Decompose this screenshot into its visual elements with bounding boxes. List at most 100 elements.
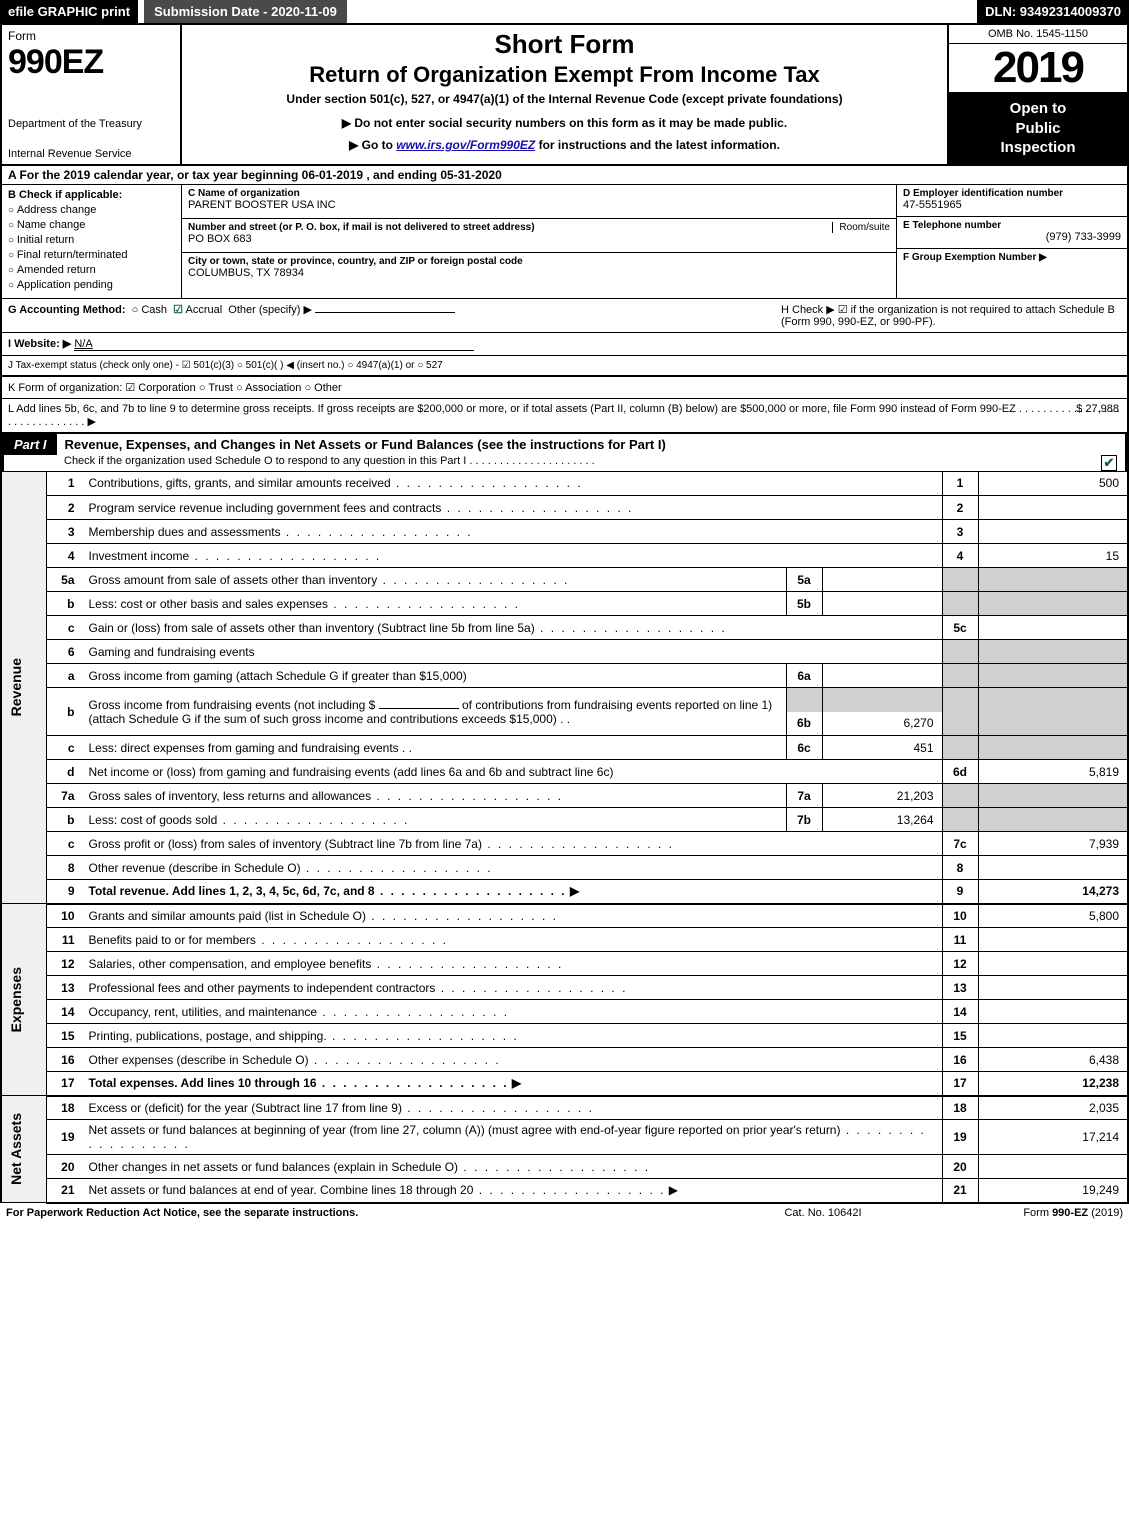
ln-13: 13: [47, 976, 83, 1000]
col-14: 14: [942, 1000, 978, 1024]
desc-16: Other expenses (describe in Schedule O): [83, 1048, 943, 1072]
line-18: Net Assets 18 Excess or (deficit) for th…: [1, 1096, 1128, 1120]
accrual-option[interactable]: Accrual: [185, 304, 222, 316]
desc-7c: Gross profit or (loss) from sales of inv…: [83, 832, 943, 856]
tel-label: E Telephone number: [903, 220, 1121, 231]
amt-5c: [978, 616, 1128, 640]
ln-5c: c: [47, 616, 83, 640]
midval-5a: [822, 568, 942, 592]
row-h: H Check ▶ ☑ if the organization is not r…: [781, 303, 1121, 328]
line-2: 2 Program service revenue including gove…: [1, 496, 1128, 520]
amt-18: 2,035: [978, 1096, 1128, 1120]
org-name-row: C Name of organization PARENT BOOSTER US…: [182, 185, 896, 219]
under-section: Under section 501(c), 527, or 4947(a)(1)…: [286, 92, 842, 106]
desc-6a: Gross income from gaming (attach Schedul…: [83, 664, 787, 688]
col-5c: 5c: [942, 616, 978, 640]
col-4: 4: [942, 544, 978, 568]
row-g-label: G Accounting Method:: [8, 304, 126, 316]
desc-13: Professional fees and other payments to …: [83, 976, 943, 1000]
line-10: Expenses 10 Grants and similar amounts p…: [1, 904, 1128, 928]
desc-5c: Gain or (loss) from sale of assets other…: [83, 616, 943, 640]
inspection-box: Open to Public Inspection: [949, 93, 1127, 164]
chk-final-return[interactable]: Final return/terminated: [8, 249, 175, 261]
desc-6d: Net income or (loss) from gaming and fun…: [83, 760, 943, 784]
amt-15: [978, 1024, 1128, 1048]
amt-6-shade: [978, 640, 1128, 664]
footer-right: Form 990-EZ (2019): [923, 1207, 1123, 1219]
ln-20: 20: [47, 1155, 83, 1179]
line-6c: c Less: direct expenses from gaming and …: [1, 736, 1128, 760]
footer-mid: Cat. No. 10642I: [723, 1207, 923, 1219]
line-7c: c Gross profit or (loss) from sales of i…: [1, 832, 1128, 856]
col-d-e-f: D Employer identification number 47-5551…: [897, 185, 1127, 298]
ln-7a: 7a: [47, 784, 83, 808]
row-l-amount: $ 27,988: [1076, 403, 1119, 415]
amt-12: [978, 952, 1128, 976]
line-6b-1: b Gross income from fundraising events (…: [1, 688, 1128, 712]
line-13: 13 Professional fees and other payments …: [1, 976, 1128, 1000]
col-6a-shade: [942, 664, 978, 688]
col-6c-shade: [942, 736, 978, 760]
inspect-2: Public: [953, 119, 1123, 139]
ln-2: 2: [47, 496, 83, 520]
short-form-title: Short Form: [494, 29, 634, 60]
line-12: 12 Salaries, other compensation, and emp…: [1, 952, 1128, 976]
ln-6d: d: [47, 760, 83, 784]
org-city-row: City or town, state or province, country…: [182, 253, 896, 287]
desc-18: Excess or (deficit) for the year (Subtra…: [83, 1096, 943, 1120]
line-14: 14 Occupancy, rent, utilities, and maint…: [1, 1000, 1128, 1024]
ln-12: 12: [47, 952, 83, 976]
col-12: 12: [942, 952, 978, 976]
ln-6: 6: [47, 640, 83, 664]
part-i-checkbox[interactable]: ✔: [1101, 455, 1117, 471]
cash-option[interactable]: Cash: [141, 304, 167, 316]
ln-7c: c: [47, 832, 83, 856]
amt-20: [978, 1155, 1128, 1179]
efile-print-button[interactable]: efile GRAPHIC print: [0, 0, 138, 23]
col-15: 15: [942, 1024, 978, 1048]
ln-11: 11: [47, 928, 83, 952]
chk-address-change[interactable]: Address change: [8, 204, 175, 216]
ln-1: 1: [47, 472, 83, 496]
chk-application-pending[interactable]: Application pending: [8, 279, 175, 291]
ln-6b: b: [47, 688, 83, 736]
mid-6b-shade: [786, 688, 822, 712]
tel-value: (979) 733-3999: [903, 231, 1121, 243]
col-16: 16: [942, 1048, 978, 1072]
midval-6c: 451: [822, 736, 942, 760]
form-number: 990EZ: [8, 43, 174, 82]
desc-5b: Less: cost or other basis and sales expe…: [83, 592, 787, 616]
line-7b: b Less: cost of goods sold 7b 13,264: [1, 808, 1128, 832]
col-5b-shade: [942, 592, 978, 616]
room-suite-label: Room/suite: [832, 222, 890, 233]
row-h-text: H Check ▶ ☑ if the organization is not r…: [781, 304, 1115, 328]
chk-name-change[interactable]: Name change: [8, 219, 175, 231]
col-7c: 7c: [942, 832, 978, 856]
desc-6: Gaming and fundraising events: [83, 640, 943, 664]
amt-1: 500: [978, 472, 1128, 496]
line-3: 3 Membership dues and assessments 3: [1, 520, 1128, 544]
chk-initial-return[interactable]: Initial return: [8, 234, 175, 246]
part-i-title: Revenue, Expenses, and Changes in Net As…: [57, 434, 1125, 455]
amt-11: [978, 928, 1128, 952]
group-exemption-row: F Group Exemption Number ▶: [897, 249, 1127, 281]
col-11: 11: [942, 928, 978, 952]
desc-6c: Less: direct expenses from gaming and fu…: [83, 736, 787, 760]
submission-date-button[interactable]: Submission Date - 2020-11-09: [144, 0, 347, 23]
irs-link[interactable]: www.irs.gov/Form990EZ: [396, 138, 535, 152]
line-5a: 5a Gross amount from sale of assets othe…: [1, 568, 1128, 592]
dept-irs: Internal Revenue Service: [8, 148, 174, 160]
line-11: 11 Benefits paid to or for members 11: [1, 928, 1128, 952]
chk-amended-return[interactable]: Amended return: [8, 264, 175, 276]
desc-4: Investment income: [83, 544, 943, 568]
line-19: 19 Net assets or fund balances at beginn…: [1, 1120, 1128, 1155]
col-6b-shade2: [942, 712, 978, 736]
row-j-tax-exempt: J Tax-exempt status (check only one) - ☑…: [0, 355, 1129, 375]
col-18: 18: [942, 1096, 978, 1120]
desc-12: Salaries, other compensation, and employ…: [83, 952, 943, 976]
return-title: Return of Organization Exempt From Incom…: [309, 62, 820, 88]
desc-17: Total expenses. Add lines 10 through 16 …: [83, 1072, 943, 1096]
ln-15: 15: [47, 1024, 83, 1048]
other-option[interactable]: Other (specify) ▶: [228, 304, 312, 316]
ln-5b: b: [47, 592, 83, 616]
